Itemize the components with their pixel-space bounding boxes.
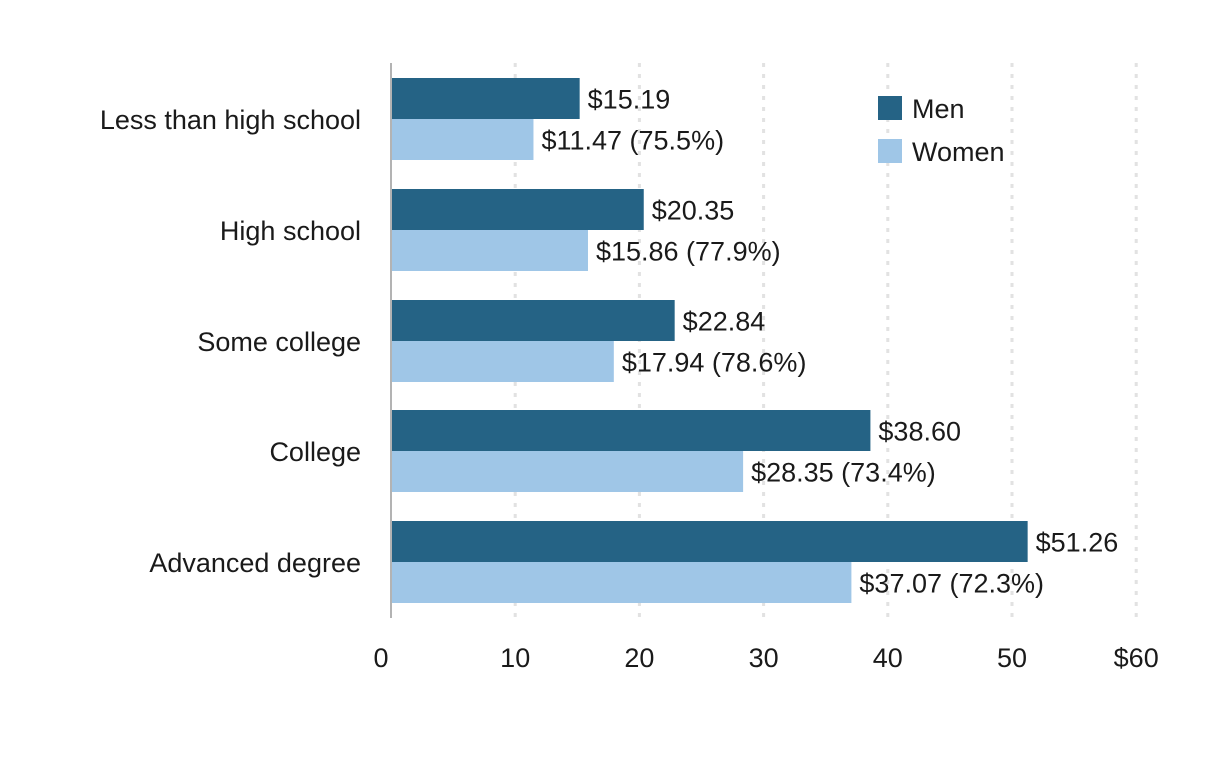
x-tick-label-30: 30	[749, 643, 779, 673]
x-tick-label-0: 0	[373, 643, 388, 673]
x-tick-label-60: $60	[1114, 643, 1159, 673]
value-label-women-less-than-high-school: $11.47 (75.5%)	[541, 126, 724, 156]
value-label-men-some-college: $22.84	[683, 307, 766, 337]
value-label-women-high-school: $15.86 (77.9%)	[596, 237, 781, 267]
value-label-men-college: $38.60	[878, 417, 961, 447]
category-label-college: College	[269, 437, 361, 467]
x-tick-label-10: 10	[500, 643, 530, 673]
bar-women-some-college	[391, 341, 614, 382]
legend-label-men: Men	[912, 94, 965, 124]
category-label-less-than-high-school: Less than high school	[100, 105, 361, 135]
value-label-women-advanced-degree: $37.07 (72.3%)	[859, 569, 1044, 599]
legend-swatch-men	[878, 96, 902, 120]
value-label-women-some-college: $17.94 (78.6%)	[622, 348, 807, 378]
x-tick-label-50: 50	[997, 643, 1027, 673]
labels: $15.19 $11.47 (75.5%) Less than high schoo…	[100, 85, 1118, 599]
category-label-high-school: High school	[220, 216, 361, 246]
bar-women-high-school	[391, 230, 588, 271]
bar-women-college	[391, 451, 744, 492]
bars	[391, 78, 1028, 603]
x-tick-label-40: 40	[873, 643, 903, 673]
axes: 0 10 20 30 40 50 $60	[373, 63, 1159, 673]
legend-swatch-women	[878, 139, 902, 163]
bar-men-less-than-high-school	[391, 78, 580, 119]
value-label-men-less-than-high-school: $15.19	[588, 85, 671, 115]
bar-women-advanced-degree	[391, 562, 852, 603]
category-label-advanced-degree: Advanced degree	[149, 548, 361, 578]
bar-men-college	[391, 410, 871, 451]
value-label-men-high-school: $20.35	[652, 196, 735, 226]
value-label-women-college: $28.35 (73.4%)	[751, 458, 936, 488]
category-label-some-college: Some college	[197, 327, 361, 357]
legend: Men Women	[878, 94, 1005, 167]
x-tick-label-20: 20	[624, 643, 654, 673]
bar-men-some-college	[391, 300, 675, 341]
bar-men-advanced-degree	[391, 521, 1028, 562]
legend-label-women: Women	[912, 137, 1005, 167]
value-label-men-advanced-degree: $51.26	[1036, 528, 1119, 558]
bar-men-high-school	[391, 189, 644, 230]
bar-women-less-than-high-school	[391, 119, 534, 160]
